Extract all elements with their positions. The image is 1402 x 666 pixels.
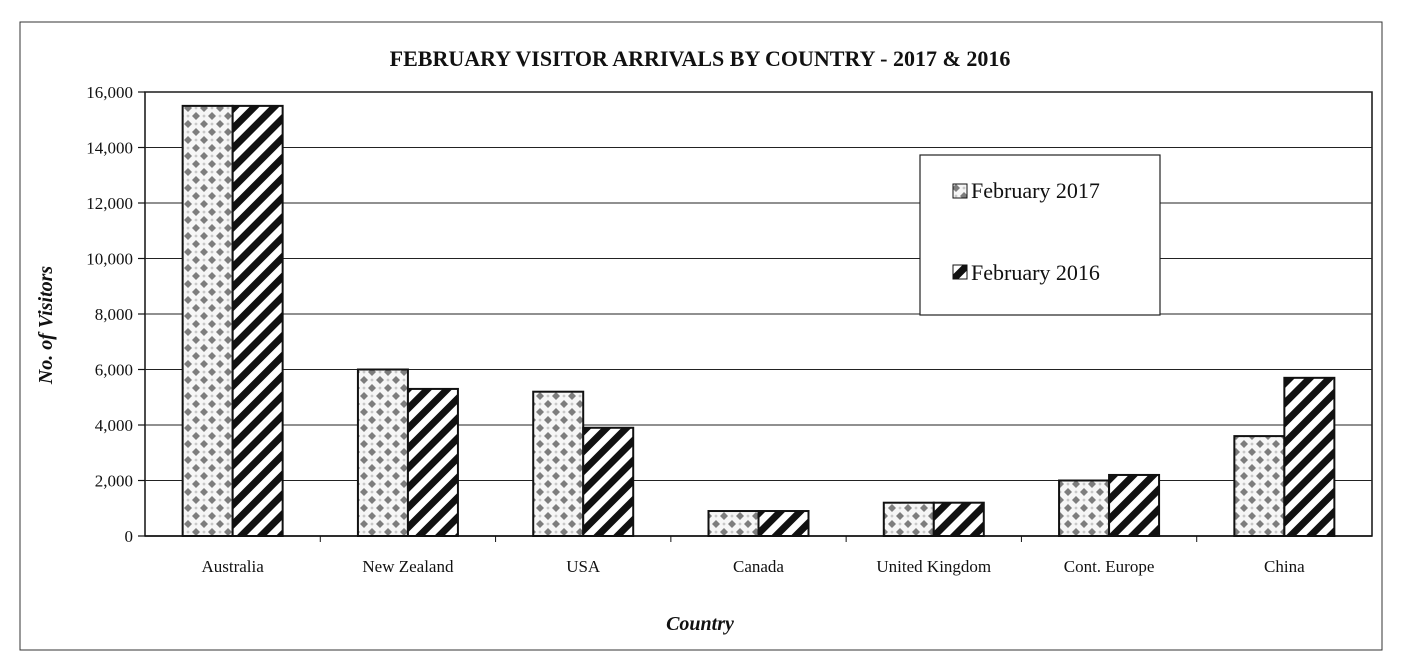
legend-swatch-2017 (952, 183, 968, 199)
y-tick-label-10000: 10,000 (86, 250, 133, 269)
y-tick-label-14000: 14,000 (86, 139, 133, 158)
legend-label-2017: February 2017 (971, 178, 1100, 203)
y-axis-title: No. of Visitors (35, 266, 57, 386)
bar-australia-february-2017 (181, 104, 234, 537)
plot-area: 0 2,000 4,000 6,000 8,000 10,000 12,000 14,000 1… (86, 83, 1373, 576)
bar-cont-europe-february-2017 (1058, 479, 1111, 537)
bar-china-february-2017 (1233, 435, 1286, 538)
x-tick-label-usa: USA (566, 557, 601, 576)
y-tick-label-8000: 8,000 (95, 305, 133, 324)
bar-cont-europe-february-2016 (1108, 473, 1161, 538)
bar-united-kingdom-february-2016 (932, 501, 985, 538)
y-tick-label-6000: 6,000 (95, 361, 133, 380)
bar-new-zealand-february-2017 (356, 368, 409, 537)
chart-title: FEBRUARY VISITOR ARRIVALS BY COUNTRY - 2… (390, 46, 1011, 71)
x-tick-label-cont-europe: Cont. Europe (1064, 557, 1155, 576)
bar-canada-february-2017 (707, 510, 760, 537)
bar-usa-february-2016 (582, 426, 635, 537)
y-tick-label-12000: 12,000 (86, 194, 133, 213)
y-tick-label-2000: 2,000 (95, 472, 133, 491)
x-tick-label-china: China (1264, 557, 1305, 576)
bar-china-february-2016 (1283, 376, 1336, 538)
y-tick-label-16000: 16,000 (86, 83, 133, 102)
bar-new-zealand-february-2016 (406, 387, 459, 537)
bar-usa-february-2017 (532, 390, 585, 538)
x-tick-label-canada: Canada (733, 557, 784, 576)
y-tick-label-4000: 4,000 (95, 416, 133, 435)
bar-australia-february-2016 (231, 104, 284, 537)
legend-swatch-2016 (952, 264, 968, 280)
x-tick-label-united-kingdom: United Kingdom (876, 557, 991, 576)
bar-united-kingdom-february-2017 (882, 501, 935, 538)
x-tick-label-australia: Australia (201, 557, 264, 576)
legend-box (919, 154, 1161, 316)
y-tick-label-0: 0 (125, 527, 134, 546)
x-tick-label-new-zealand: New Zealand (362, 557, 454, 576)
bar-canada-february-2016 (757, 510, 810, 537)
legend: February 2017 February 2016 (919, 154, 1161, 316)
legend-label-2016: February 2016 (971, 260, 1100, 285)
x-axis-title: Country (666, 613, 734, 635)
